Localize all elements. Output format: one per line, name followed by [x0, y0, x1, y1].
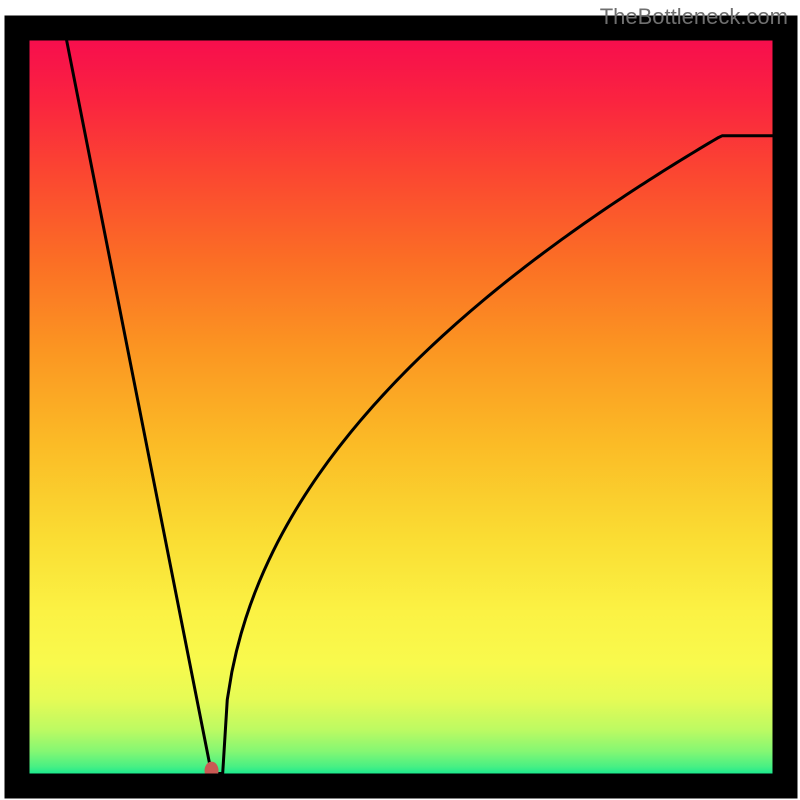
watermark-text: TheBottleneck.com: [600, 4, 788, 30]
chart-root: TheBottleneck.com: [0, 0, 800, 800]
gradient-background: [30, 41, 773, 774]
chart-svg: [0, 0, 800, 800]
